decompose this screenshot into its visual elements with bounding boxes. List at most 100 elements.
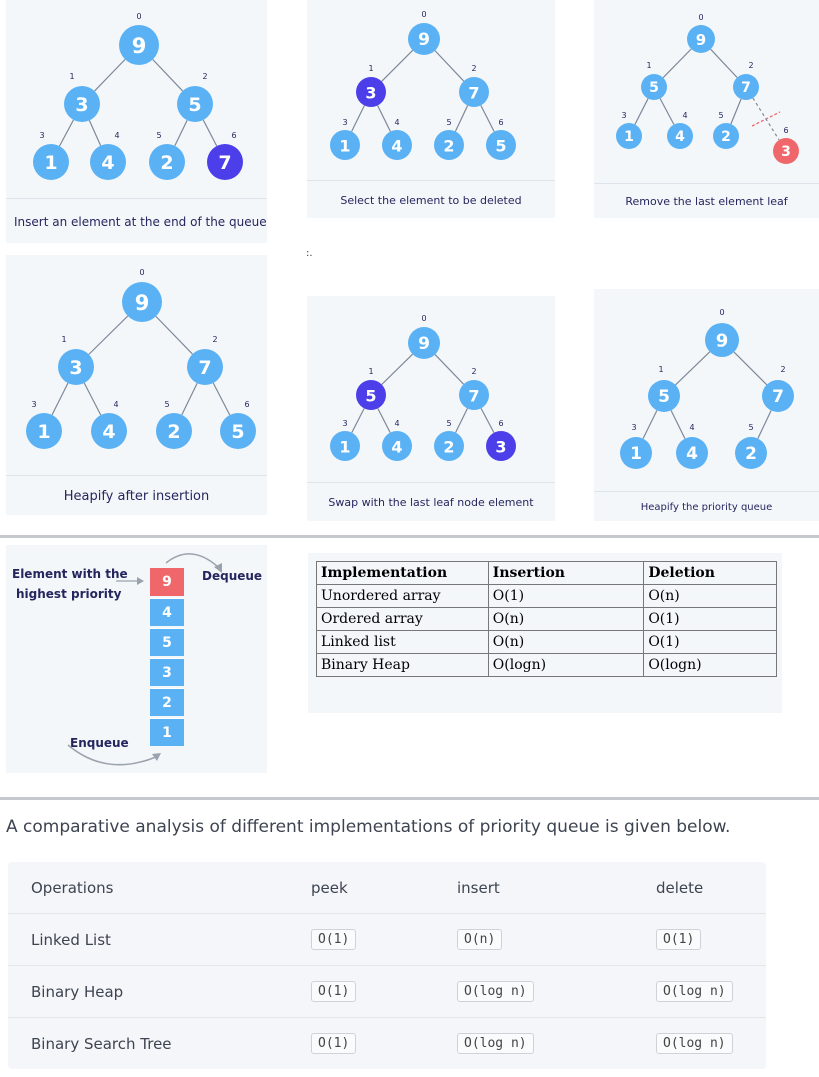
heap-node-value: 9 — [418, 334, 430, 354]
divider-top — [0, 535, 819, 538]
heap-node-index: 2 — [471, 64, 476, 73]
highest-arrow-head — [137, 577, 144, 585]
queue-item: 5 — [150, 628, 184, 656]
tree-edge — [377, 408, 391, 433]
complexity-code: O(1) — [311, 929, 357, 950]
heap-node-index: 2 — [202, 72, 207, 81]
heap-tree-3: 9 0 5 1 7 2 1 3 4 4 2 5 3 6 — [616, 13, 799, 164]
heap-tree-5: 9 0 5 1 7 2 1 3 4 4 2 5 3 6 — [330, 314, 516, 461]
heap-node-value: 9 — [132, 34, 147, 58]
heap-panel-heapify: 9 0 5 1 7 2 1 3 4 4 2 5 Heapify the priority queue — [594, 289, 819, 521]
heap-node-value: 1 — [37, 421, 50, 443]
heap-node-value: 5 — [649, 80, 659, 96]
complexity-badge: O(1) — [656, 914, 702, 965]
heap-node-circle — [459, 77, 489, 107]
heap-node-circle — [620, 437, 652, 469]
heap-node-index: 4 — [394, 419, 399, 428]
heap-node-value: 9 — [696, 31, 706, 49]
complexity-row: Unordered array O(1) O(n) — [316, 584, 777, 608]
dequeue-arrow — [165, 553, 219, 568]
heap-node: 2 — [434, 431, 464, 461]
heap-node-circle — [733, 74, 759, 100]
tree-edge — [155, 315, 193, 355]
heap-node-index: 1 — [646, 61, 651, 70]
comparison-header: peek — [311, 878, 348, 897]
heap-node: 3 — [486, 431, 516, 461]
heap-node: 7 — [762, 380, 794, 412]
complexity-badge: O(log n) — [656, 966, 733, 1017]
heap-node-circle — [356, 380, 386, 410]
operation-name: Binary Search Tree — [31, 1034, 172, 1053]
heap-node: 4 — [676, 437, 708, 469]
heap-node-value: 7 — [772, 387, 784, 407]
heap-node-index: 3 — [342, 118, 347, 127]
tree-edge — [88, 315, 129, 355]
complexity-cell: O(logn) — [487, 653, 645, 677]
complexity-badge: O(1) — [311, 966, 357, 1017]
heap-node: 5 — [220, 413, 256, 449]
heap-node-value: 5 — [658, 387, 670, 407]
queue-item: 2 — [150, 688, 184, 716]
tree-edge — [642, 410, 658, 439]
intro-text: A comparative analysis of different impl… — [6, 817, 731, 837]
heap-node-index: 0 — [698, 13, 703, 22]
heap-node-circle — [434, 130, 464, 160]
heap-node-index: 3 — [621, 111, 626, 120]
heap-node-value: 4 — [391, 137, 402, 156]
heap-node-value: 9 — [716, 331, 729, 352]
heap-node: 3 — [773, 138, 799, 164]
heap-panel-remove: 9 0 5 1 7 2 1 3 4 4 2 5 3 6 Remove the last element l… — [594, 0, 819, 218]
caption-heapify-insert: Heapify after insertion — [6, 475, 267, 515]
tree-edge — [83, 382, 102, 416]
heap-node-value: 1 — [339, 438, 350, 457]
heap-node-index: 1 — [658, 365, 663, 374]
heap-node: 9 — [687, 25, 715, 53]
heap-node: 5 — [486, 130, 516, 160]
heap-node-value: 1 — [44, 152, 57, 174]
heap-node-circle — [705, 323, 739, 357]
heap-node: 7 — [207, 144, 243, 180]
complexity-code: O(1) — [311, 981, 357, 1002]
tree-edge — [58, 119, 75, 147]
dequeue-arrow-head — [214, 563, 222, 573]
heap-node-index: 6 — [231, 131, 236, 140]
heap-node-value: 5 — [365, 387, 376, 406]
heap-panel-swap: 9 0 5 1 7 2 1 3 4 4 2 5 3 6 Swap with the last leaf n… — [307, 296, 555, 521]
heap-node-index: 5 — [446, 419, 451, 428]
complexity-badge: O(1) — [311, 914, 357, 965]
heap-node-value: 4 — [391, 438, 402, 457]
heap-node-value: 3 — [365, 84, 376, 103]
heap-node-index: 6 — [244, 400, 249, 409]
heap-node-index: 4 — [689, 423, 694, 432]
heap-node-index: 4 — [394, 118, 399, 127]
heap-node-index: 2 — [212, 335, 217, 344]
heap-node: 5 — [648, 380, 680, 412]
heap-node-index: 0 — [421, 10, 426, 19]
heap-node: 2 — [156, 413, 192, 449]
complexity-code: O(1) — [656, 929, 702, 950]
heap-node-index: 5 — [156, 131, 161, 140]
tree-edge — [659, 98, 675, 125]
operation-name: Linked List — [31, 930, 111, 949]
heap-node-value: 7 — [218, 152, 231, 174]
heap-node: 4 — [667, 123, 693, 149]
queue-item: 1 — [150, 718, 184, 746]
heap-node-circle — [773, 138, 799, 164]
heap-node: 1 — [26, 413, 62, 449]
heap-node-index: 1 — [69, 72, 74, 81]
tree-edge — [752, 97, 780, 141]
comparison-table: Operations peek insert delete Linked Lis… — [8, 862, 766, 1069]
heap-node-index: 4 — [682, 111, 687, 120]
heap-node-circle — [90, 144, 126, 180]
heap-node: 9 — [122, 282, 162, 322]
complexity-code: O(log n) — [457, 981, 534, 1002]
enqueue-arrow — [67, 744, 157, 766]
caption-swap: Swap with the last leaf node element — [307, 482, 555, 521]
heap-node-circle — [330, 431, 360, 461]
heap-node-index: 5 — [446, 118, 451, 127]
heap-node-value: 3 — [495, 438, 506, 457]
heap-node-circle — [220, 413, 256, 449]
heap-node-circle — [64, 86, 100, 122]
heap-node-circle — [91, 413, 127, 449]
heap-node-value: 2 — [721, 129, 731, 145]
